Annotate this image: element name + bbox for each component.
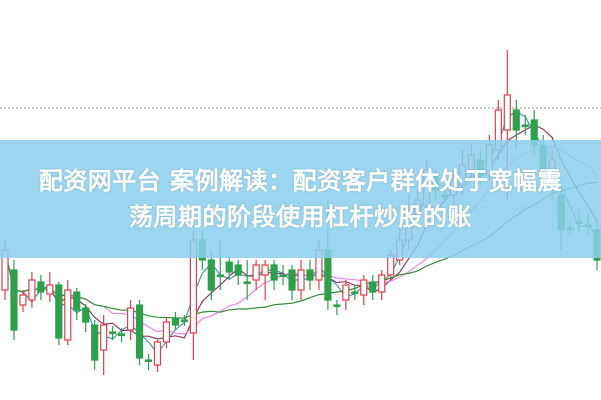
candle-body <box>153 341 162 366</box>
candle <box>144 354 153 370</box>
candle <box>234 260 242 285</box>
candle-body <box>297 269 305 291</box>
candle-body <box>82 307 90 323</box>
candle-body <box>126 307 135 331</box>
candle-body <box>73 291 81 311</box>
candle-body <box>19 294 27 306</box>
candle-body <box>207 259 215 291</box>
candle-body <box>118 333 126 337</box>
candle-body <box>216 274 224 278</box>
candle <box>19 290 27 312</box>
title-line-2: 荡周期的阶段使用杠杆炒股的账 <box>129 203 472 231</box>
candle <box>55 282 63 345</box>
candle-body <box>180 319 188 323</box>
title-banner: 配资网平台 案例解读：配资客户群体处于宽幅震 荡周期的阶段使用杠杆炒股的账 <box>0 140 601 258</box>
candle-body <box>10 269 18 331</box>
candle <box>10 260 18 340</box>
candle-body <box>46 284 54 295</box>
candle <box>126 300 135 340</box>
candle <box>73 288 81 320</box>
candle <box>37 275 45 300</box>
candle-body <box>387 254 395 276</box>
candle <box>171 312 180 330</box>
candle <box>109 326 117 340</box>
candle <box>252 260 260 290</box>
candle-body <box>279 274 287 278</box>
candle <box>521 115 529 135</box>
candle <box>360 275 368 305</box>
candle-body <box>342 284 350 301</box>
candle-body <box>100 324 108 351</box>
candle-body <box>333 304 341 308</box>
candle <box>378 270 386 300</box>
candle-body <box>252 264 260 281</box>
candle-body <box>28 279 36 301</box>
candle-body <box>288 269 296 291</box>
candle-body <box>135 304 144 359</box>
candle-body <box>37 281 45 293</box>
candle <box>82 304 90 332</box>
candle <box>153 340 162 372</box>
candle <box>288 265 296 300</box>
candle-body <box>369 281 377 293</box>
candle <box>369 275 377 300</box>
candle <box>91 320 99 370</box>
candle <box>225 255 233 280</box>
candle-body <box>521 124 529 128</box>
title-line-1: 配资网平台 案例解读：配资客户群体处于宽幅震 <box>38 167 563 195</box>
candle <box>64 280 72 345</box>
candle-body <box>270 264 278 281</box>
candle <box>162 318 171 348</box>
candle <box>243 260 251 300</box>
candle-body <box>162 321 171 343</box>
candle-body <box>378 274 386 293</box>
candle <box>297 260 305 300</box>
candle <box>342 280 350 310</box>
candle-body <box>360 279 368 296</box>
candle <box>270 260 278 290</box>
candle-body <box>171 317 180 326</box>
candle-body <box>503 94 511 131</box>
candle <box>28 272 36 308</box>
candle <box>118 328 126 342</box>
candle <box>351 285 359 300</box>
candle-body <box>261 264 269 276</box>
candle-body <box>512 109 520 131</box>
candle-body <box>351 291 359 295</box>
candle-body <box>91 324 99 361</box>
candle-body <box>109 331 117 335</box>
candle <box>135 300 144 365</box>
candle-body <box>55 284 63 339</box>
candle-body <box>243 281 251 285</box>
candle <box>207 250 215 300</box>
candle-body <box>64 289 72 341</box>
candle <box>279 265 287 285</box>
candle <box>46 272 54 302</box>
candle-body <box>225 261 233 273</box>
candle-body <box>144 359 153 363</box>
candle <box>333 300 341 315</box>
candle <box>261 260 269 300</box>
candle <box>180 315 188 326</box>
candle-body <box>234 264 242 276</box>
candle <box>100 315 108 375</box>
candle <box>306 260 314 290</box>
candle-body <box>306 269 314 281</box>
